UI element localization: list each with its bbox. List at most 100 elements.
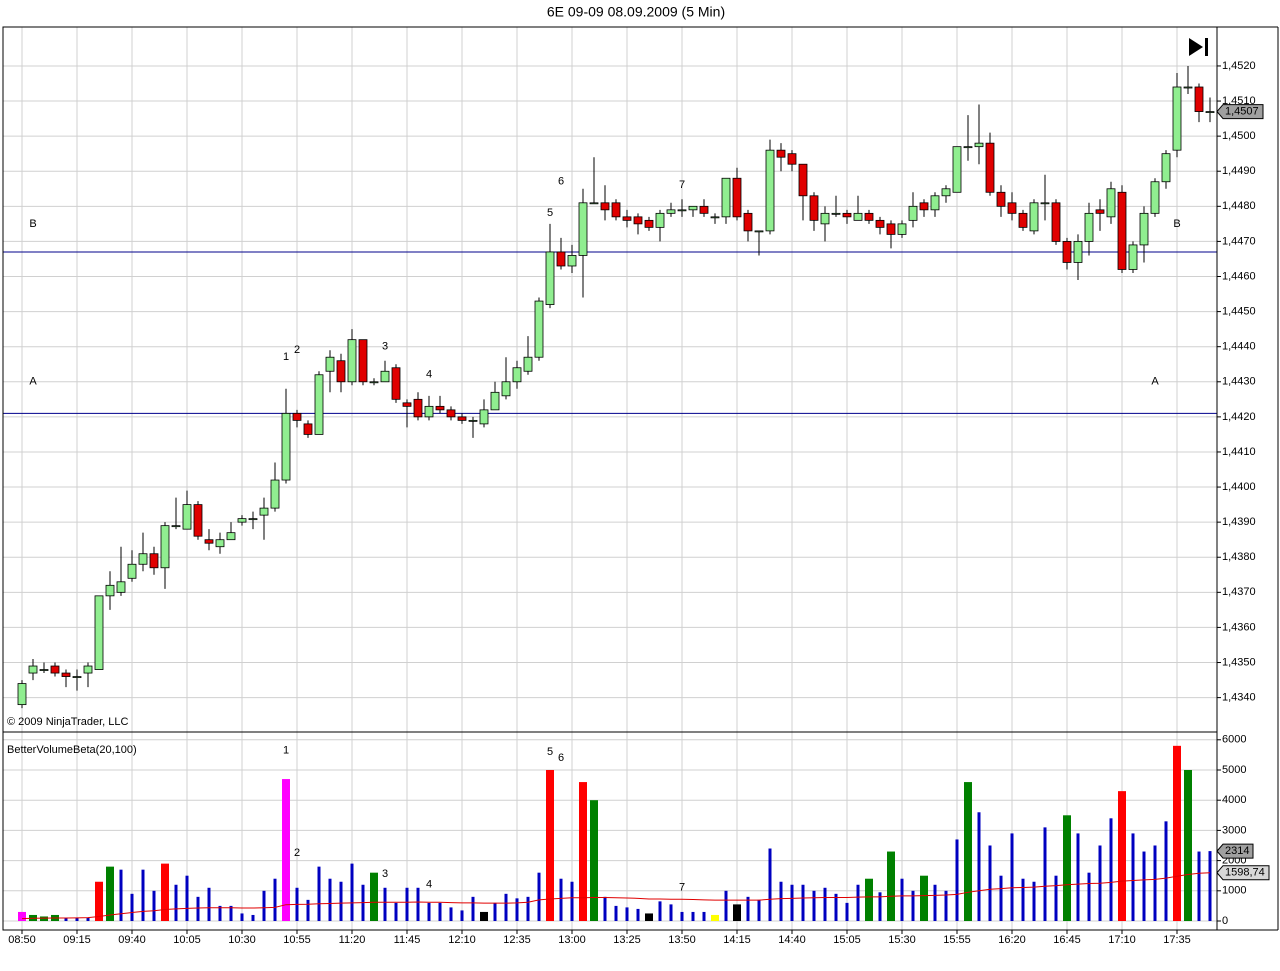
volume-bar: [1032, 881, 1036, 921]
volume-bar: [691, 911, 695, 921]
candle-body: [842, 212, 852, 218]
x-tick-label: 12:35: [503, 934, 531, 946]
volume-bar: [1153, 845, 1157, 921]
x-tick-label: 10:05: [173, 934, 201, 946]
volume-panel-border: [2, 731, 1218, 931]
volume-bar: [1076, 833, 1080, 921]
candle-body: [864, 212, 874, 221]
candle-body: [710, 216, 720, 219]
volume-bar: [779, 881, 783, 921]
volume-bar: [964, 782, 972, 921]
volume-bar: [218, 905, 222, 921]
volume-bar: [1164, 821, 1168, 921]
volume-bar: [480, 911, 488, 921]
volume-bar: [757, 899, 761, 921]
last-volume-label: 2314: [1225, 845, 1249, 857]
x-tick-label: 15:05: [833, 934, 861, 946]
candle-body: [457, 416, 467, 421]
volume-bar: [856, 884, 860, 921]
candle-body: [303, 423, 313, 435]
volume-bar: [40, 916, 48, 921]
volume-bar: [262, 890, 266, 921]
candle-body: [413, 398, 423, 418]
candle-body: [149, 553, 159, 569]
y-tick-label: 1,4350: [1222, 656, 1256, 668]
candle-body: [985, 142, 995, 193]
volume-bar: [119, 869, 123, 921]
candle-body: [787, 153, 797, 165]
x-tick-label: 11:45: [394, 934, 421, 946]
volume-bar: [1173, 745, 1181, 921]
volume-bar: [724, 890, 728, 921]
volume-bar: [1118, 791, 1126, 921]
annotation: B: [1173, 218, 1180, 230]
volume-bar: [911, 890, 915, 921]
candle-body: [699, 205, 709, 214]
volume-bar: [493, 902, 497, 921]
volume-bar: [306, 899, 310, 921]
candle-body: [1007, 202, 1017, 214]
y-tick-label: 1,4500: [1222, 130, 1256, 142]
volume-bar: [526, 896, 530, 921]
last-volume-box: [1216, 843, 1254, 859]
volume-bar: [328, 878, 332, 921]
volume-bar: [546, 769, 554, 921]
annotation: 2: [294, 344, 300, 356]
candle-body: [908, 205, 918, 221]
y-tick-label: 1,4400: [1222, 481, 1256, 493]
annotation: 4: [426, 879, 432, 891]
volume-bar: [141, 869, 145, 921]
candle-body: [655, 212, 665, 228]
volume-bar: [900, 878, 904, 921]
x-tick-label: 10:55: [283, 934, 311, 946]
x-tick-label: 10:30: [228, 934, 256, 946]
volume-bar: [590, 800, 598, 921]
candle-body: [567, 255, 577, 267]
candle-body: [930, 195, 940, 211]
y-tick-label: 5000: [1222, 764, 1246, 776]
scroll-end-icon[interactable]: [1189, 38, 1208, 56]
last-price-label: 1,4507: [1225, 105, 1259, 117]
icon-bar[interactable]: [1205, 38, 1208, 56]
volume-bar: [1197, 851, 1201, 921]
candle-body: [919, 202, 929, 211]
candle-body: [193, 504, 203, 537]
candle-body: [215, 539, 225, 548]
volume-bar: [161, 863, 169, 921]
y-tick-label: 1,4520: [1222, 60, 1256, 72]
y-tick-label: 1,4410: [1222, 446, 1256, 458]
candle-body: [721, 177, 731, 218]
volume-bar: [460, 910, 464, 921]
volume-bar: [645, 913, 653, 921]
candle-body: [336, 360, 346, 383]
y-tick-label: 4000: [1222, 794, 1246, 806]
icon-arrow[interactable]: [1189, 38, 1203, 56]
candle-body: [39, 669, 49, 671]
volume-bar: [801, 884, 805, 921]
volume-bar: [106, 866, 114, 921]
candle-body: [996, 191, 1006, 207]
candle-body: [501, 381, 511, 397]
volume-bar: [515, 898, 519, 921]
volume-bar: [1054, 875, 1058, 921]
volume-bar: [570, 881, 574, 921]
volume-bar: [887, 851, 895, 921]
volume-bar: [370, 872, 378, 921]
candle-body: [1150, 181, 1160, 214]
volume-bar: [1063, 815, 1071, 921]
candle-body: [963, 146, 973, 149]
volume-bar: [86, 917, 90, 921]
candle-body: [1040, 202, 1050, 205]
candle-body: [1128, 244, 1138, 270]
x-tick-label: 16:45: [1053, 934, 1081, 946]
candle-body: [589, 202, 599, 205]
volume-bar: [823, 887, 827, 921]
candle-body: [941, 188, 951, 197]
candle-body: [171, 525, 181, 528]
candle-body: [809, 195, 819, 221]
candle-body: [666, 209, 676, 214]
moving-average-line: [21, 872, 1211, 920]
volume-bar: [504, 893, 508, 921]
y-tick-label: 1,4420: [1222, 411, 1256, 423]
volume-bar: [75, 917, 79, 921]
